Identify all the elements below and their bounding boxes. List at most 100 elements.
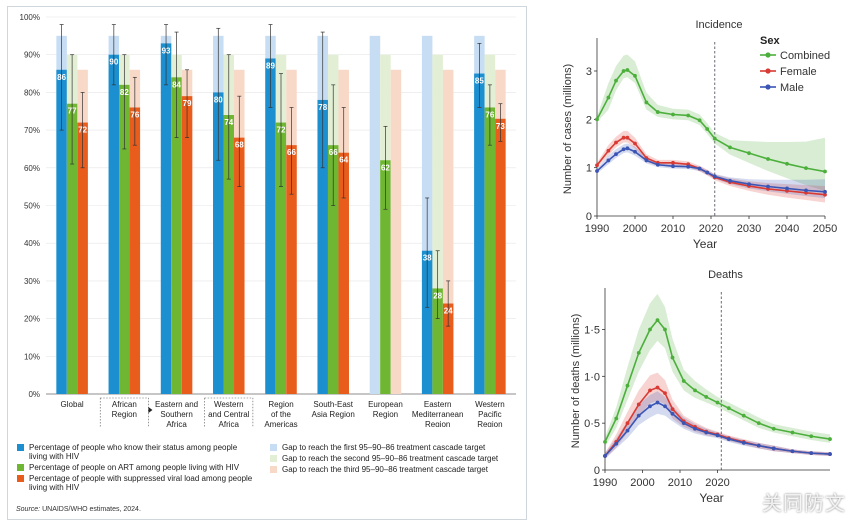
data-point: [790, 449, 795, 454]
data-bar: [181, 96, 193, 395]
cascade-bar-chart: 0% 10% 20% 30% 40% 50% 60% 70% 80% 90% 100% 86 77 72 G…: [20, 13, 516, 427]
legend-swatch-gap-first: [270, 444, 277, 451]
data-bar: [213, 92, 224, 395]
data-bar: [442, 303, 454, 394]
legend-item-gap-first: Gap to reach the first 95–90–86 treatmen…: [270, 443, 522, 452]
target-gap-bar: [432, 54, 443, 394]
y-tick-label: 3: [586, 66, 592, 78]
category-highlight-box: [204, 397, 254, 427]
legend-label: Combined: [780, 50, 830, 62]
data-point: [712, 174, 717, 179]
category-label: African: [112, 400, 137, 409]
chart-title: Incidence: [695, 19, 742, 31]
y-tick-label: 0: [586, 211, 592, 223]
legend-item-gap-third: Gap to reach the third 95–90–86 treatmen…: [270, 465, 522, 474]
data-bar: [66, 103, 78, 395]
data-label: 66: [287, 148, 296, 157]
data-label: 76: [485, 110, 494, 119]
uncertainty-band: [597, 143, 825, 199]
data-point: [648, 404, 652, 409]
category-label: of the: [271, 410, 292, 419]
y-tick-label: 10%: [24, 352, 40, 361]
data-point: [625, 428, 630, 433]
data-point: [614, 152, 618, 157]
data-point: [785, 186, 789, 191]
category-label: Africa: [166, 420, 187, 427]
y-tick-label: 1: [586, 163, 592, 175]
legend-right: Gap to reach the first 95–90–86 treatmen…: [270, 443, 522, 476]
y-axis-label: Number of cases (millions): [562, 64, 574, 194]
source-note: Source: UNAIDS/WHO estimates, 2024.: [16, 506, 141, 513]
data-point: [693, 388, 697, 393]
data-point: [728, 145, 732, 150]
data-label: 90: [109, 58, 118, 67]
y-tick-label: 0: [594, 465, 600, 477]
category-label: Pacific: [478, 410, 502, 419]
data-point: [636, 350, 641, 355]
data-point: [621, 135, 626, 140]
data-point: [766, 184, 770, 189]
data-point: [670, 355, 675, 360]
uncertainty-band: [597, 54, 825, 191]
data-point: [697, 118, 702, 123]
data-point: [625, 383, 630, 388]
data-point: [655, 318, 660, 323]
data-point: [663, 404, 667, 409]
data-point: [823, 169, 827, 174]
data-point: [603, 454, 607, 458]
legend-left: Percentage of people who know their stat…: [17, 443, 255, 494]
x-tick-label: 2030: [737, 223, 761, 235]
data-point: [766, 157, 770, 161]
data-point: [686, 113, 691, 118]
arrow-icon: [148, 407, 153, 413]
data-bar: [129, 107, 141, 394]
data-point: [655, 110, 660, 114]
source-prefix: Source:: [16, 506, 41, 513]
x-tick-label: 2000: [630, 477, 654, 489]
data-point: [686, 164, 691, 169]
data-point: [823, 189, 827, 194]
data-point: [704, 395, 709, 399]
legend-label-gap-third: Gap to reach the third 95–90–86 treatmen…: [282, 465, 488, 474]
data-point: [804, 166, 808, 171]
incidence-deaths-charts: Incidence 0 1 2 3 1990 2000 2010 2020 2030 2040 205…: [562, 19, 837, 505]
data-bar: [160, 43, 172, 394]
data-point: [828, 452, 832, 456]
y-tick-label: 0%: [28, 390, 40, 399]
legend-label: Female: [780, 66, 817, 78]
x-tick-label: 2020: [699, 223, 723, 235]
data-point: [693, 426, 697, 431]
data-point: [606, 158, 611, 163]
y-tick-label: 0·5: [584, 418, 600, 430]
data-point: [712, 136, 717, 141]
category-label: Region: [112, 410, 137, 419]
data-label: 80: [214, 95, 223, 104]
data-point: [655, 385, 660, 390]
data-point: [621, 69, 626, 73]
y-tick-label: 60%: [24, 164, 40, 173]
data-point: [606, 148, 611, 153]
data-point: [603, 439, 607, 444]
cascade-chart-panel: 0% 10% 20% 30% 40% 50% 60% 70% 80% 90% 100% 86 77 72 G…: [7, 6, 527, 520]
data-point: [644, 100, 649, 105]
data-point: [715, 400, 720, 405]
data-point: [614, 416, 619, 421]
data-label: 64: [339, 156, 348, 165]
legend-swatch-know: [17, 444, 24, 451]
data-point: [756, 443, 761, 448]
x-tick-label: 2010: [661, 223, 685, 235]
category-label: Region: [373, 410, 398, 419]
data-bar: [317, 99, 328, 394]
y-tick-label: 2: [586, 114, 592, 126]
data-point: [595, 117, 599, 122]
data-point: [704, 430, 709, 435]
data-bar: [234, 137, 245, 394]
target-gap-bar: [369, 35, 381, 394]
y-tick-label: 90%: [24, 51, 40, 60]
y-tick-label: 1·5: [584, 324, 600, 336]
category-label: Asia Region: [312, 410, 355, 419]
category-highlight-box: [99, 397, 149, 427]
data-point: [697, 166, 702, 171]
legend-marker: [765, 84, 771, 90]
data-label: 24: [444, 307, 453, 316]
